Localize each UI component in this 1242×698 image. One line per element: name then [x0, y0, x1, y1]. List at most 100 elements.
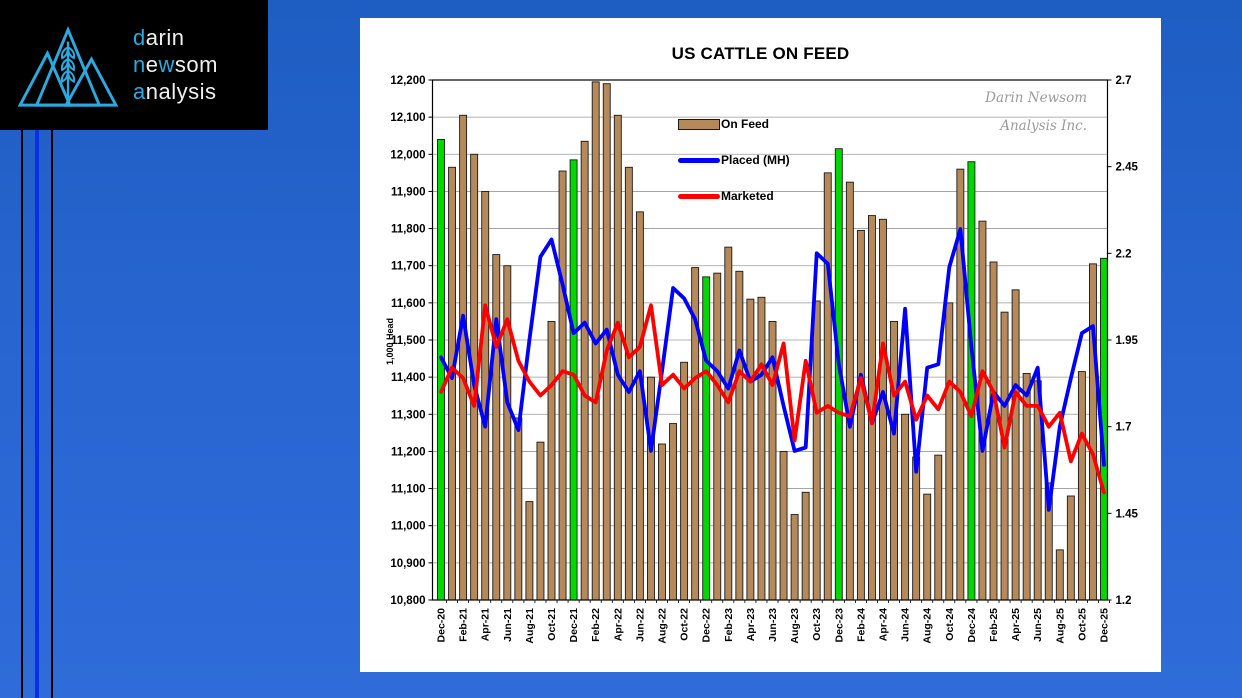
svg-text:Dec-21: Dec-21 [568, 608, 580, 643]
svg-text:11,500: 11,500 [391, 335, 426, 347]
bar [514, 417, 523, 601]
bar [779, 450, 788, 601]
legend-label: Marketed [721, 189, 774, 203]
svg-text:1.45: 1.45 [1116, 508, 1139, 520]
bar [635, 211, 644, 601]
svg-text:Dec-24: Dec-24 [966, 608, 978, 643]
cattle-on-feed-chart: 10,800 10,900 11,000 11,100 11,200 11,300 11,4… [390, 75, 1139, 644]
legend-label: Placed (MH) [721, 153, 790, 167]
mountains-wheat-icon [17, 26, 119, 107]
svg-text:2.7: 2.7 [1116, 75, 1132, 87]
bar [823, 172, 832, 601]
svg-text:Oct-25: Oct-25 [1076, 608, 1088, 641]
chart-legend: On Feed Placed (MH) Marketed [678, 106, 790, 214]
bar [547, 320, 556, 601]
legend-item-marketed: Marketed [678, 178, 790, 214]
axes [428, 79, 1112, 603]
svg-text:12,100: 12,100 [390, 112, 425, 124]
svg-text:Apr-22: Apr-22 [612, 608, 624, 641]
svg-text:Apr-23: Apr-23 [745, 608, 757, 641]
bar [1077, 371, 1086, 601]
bar [901, 413, 910, 601]
svg-text:Apr-21: Apr-21 [480, 608, 492, 641]
legend-item-on-feed: On Feed [678, 106, 790, 142]
svg-text:Jun-25: Jun-25 [1032, 608, 1044, 642]
bar [845, 181, 854, 601]
svg-text:1.95: 1.95 [1116, 335, 1139, 347]
svg-text:Dec-20: Dec-20 [436, 608, 448, 643]
bar [459, 114, 468, 601]
svg-text:11,000: 11,000 [391, 521, 426, 533]
svg-text:11,900: 11,900 [391, 186, 426, 198]
on-feed-bars [437, 81, 1108, 601]
svg-text:Feb-24: Feb-24 [855, 608, 867, 642]
bar [746, 298, 755, 601]
svg-text:Dec-25: Dec-25 [1099, 608, 1111, 643]
bar [1066, 495, 1075, 601]
bar [912, 456, 921, 601]
decorative-stripe [35, 130, 39, 698]
bar [558, 170, 567, 601]
chart-card: US CATTLE ON FEED 10,800 10,900 11,000 11,1… [360, 18, 1161, 672]
svg-text:Feb-23: Feb-23 [723, 608, 735, 642]
svg-text:10,900: 10,900 [390, 558, 425, 570]
svg-text:Jun-21: Jun-21 [502, 608, 514, 642]
bar [790, 514, 799, 601]
december-bar [437, 138, 445, 601]
svg-text:11,800: 11,800 [391, 224, 426, 236]
legend-label: On Feed [721, 117, 770, 131]
bar [1055, 549, 1064, 601]
svg-text:Apr-24: Apr-24 [878, 608, 890, 641]
bar [525, 501, 534, 601]
svg-text:Dec-22: Dec-22 [701, 608, 713, 643]
bar [934, 454, 943, 601]
svg-text:Oct-22: Oct-22 [679, 608, 691, 641]
bar [735, 270, 744, 601]
bar [801, 491, 810, 601]
bar [580, 140, 589, 601]
svg-text:Feb-25: Feb-25 [988, 608, 1000, 642]
svg-text:10,800: 10,800 [390, 595, 425, 607]
left-axis-title: 1,000 Head [385, 317, 395, 365]
bar [757, 296, 766, 601]
svg-text:1.7: 1.7 [1116, 422, 1132, 434]
svg-text:Jun-23: Jun-23 [767, 608, 779, 642]
svg-text:Aug-23: Aug-23 [789, 608, 801, 644]
bar [647, 376, 655, 601]
svg-text:Feb-22: Feb-22 [590, 608, 602, 642]
svg-text:Aug-21: Aug-21 [524, 608, 536, 644]
bar [724, 246, 733, 601]
svg-text:12,000: 12,000 [390, 149, 425, 161]
bar [669, 423, 677, 601]
bar [890, 320, 898, 601]
dna-logo-box: darin newsom analysis [0, 0, 268, 130]
svg-text:Oct-21: Oct-21 [546, 608, 558, 641]
svg-text:11,700: 11,700 [391, 261, 426, 273]
svg-text:11,200: 11,200 [391, 446, 426, 458]
placed-line-swatch [678, 157, 720, 163]
svg-text:11,100: 11,100 [391, 484, 426, 496]
marketed-line-swatch [678, 193, 720, 199]
bar [448, 166, 457, 601]
svg-text:2.2: 2.2 [1116, 248, 1132, 260]
bar [1011, 289, 1020, 601]
december-bar [702, 276, 711, 601]
svg-text:Jun-22: Jun-22 [634, 608, 646, 642]
bar [812, 300, 821, 601]
svg-text:Aug-22: Aug-22 [657, 608, 669, 644]
bar [879, 218, 887, 601]
bar [989, 261, 998, 601]
bar [658, 443, 666, 601]
svg-text:12,200: 12,200 [390, 75, 425, 87]
svg-text:11,400: 11,400 [391, 372, 426, 384]
svg-text:11,300: 11,300 [391, 409, 426, 421]
bar [1000, 311, 1009, 601]
logo-wordmark: darin newsom analysis [133, 25, 218, 104]
svg-text:Feb-21: Feb-21 [458, 608, 470, 642]
svg-text:11,600: 11,600 [391, 298, 426, 310]
svg-text:Jun-24: Jun-24 [900, 608, 912, 642]
bar [492, 254, 501, 601]
svg-text:1.2: 1.2 [1116, 595, 1132, 607]
marketed-line [439, 303, 1106, 495]
